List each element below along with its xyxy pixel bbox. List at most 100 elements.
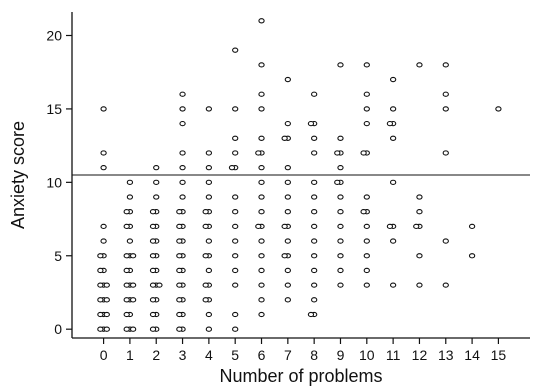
data-point [363,120,370,127]
data-point [363,194,370,200]
data-point [311,253,318,259]
data-point [179,165,186,171]
data-point [258,297,265,303]
data-point [337,238,344,244]
data-point [126,179,134,185]
data-point [103,326,110,332]
data-point [416,194,423,200]
data-point [232,238,239,244]
x-tick-label: 2 [152,347,160,363]
data-point [389,106,397,112]
x-tick-label: 3 [179,347,187,363]
data-point [205,150,213,156]
data-point [153,179,160,185]
data-point [281,223,288,230]
data-point [284,267,291,274]
data-point [416,282,423,288]
data-point [363,238,370,244]
data-point [228,165,236,171]
data-point [149,326,157,332]
data-point [100,223,107,230]
x-tick-label: 8 [310,347,318,363]
data-point [232,267,239,274]
data-point [123,326,130,332]
data-point [149,253,157,259]
x-tick-label: 11 [386,347,401,363]
data-point [205,267,213,274]
data-point [149,282,157,288]
y-axis-title: Anxiety score [8,121,28,229]
data-point [205,311,213,318]
data-point [123,223,130,230]
data-point [258,253,265,259]
data-point [97,282,104,288]
data-point [176,297,183,303]
data-point [311,223,318,230]
data-point [179,179,186,185]
data-point [100,238,107,244]
data-point [258,91,265,97]
data-point [258,179,265,185]
data-point [337,253,344,259]
data-point [284,194,291,200]
data-point [337,209,344,215]
y-tick-label: 15 [46,101,62,117]
x-tick-label: 9 [337,347,345,363]
data-point [442,91,449,97]
data-point [97,297,104,303]
data-point [232,223,239,230]
data-point [258,165,265,171]
data-point [123,253,130,259]
data-point [363,91,370,97]
data-point [255,223,262,230]
data-points [97,18,502,332]
data-point [334,179,341,185]
data-point [176,311,183,318]
data-point [232,135,239,141]
data-point [334,150,341,156]
data-point [307,120,315,127]
data-point [205,106,213,112]
data-point [176,282,183,288]
data-point [284,120,291,127]
data-point [176,223,183,230]
data-point [468,223,476,230]
data-point [311,91,318,97]
data-point [103,311,110,318]
data-point [258,311,265,318]
data-point [363,106,370,112]
data-point [129,253,137,259]
data-point [205,194,213,200]
data-point [202,297,209,303]
data-point [258,106,265,112]
data-point [495,106,502,112]
data-point [284,165,291,171]
data-point [258,282,265,288]
x-tick-label: 5 [231,347,239,363]
data-point [389,76,397,83]
data-point [337,165,344,171]
data-point [311,150,318,156]
data-point [123,297,130,303]
data-point [176,238,183,244]
data-point [149,238,157,244]
data-point [176,326,183,332]
data-point [284,209,291,215]
x-tick-label: 14 [464,347,480,363]
data-point [363,223,370,230]
data-point [232,194,239,200]
y-tick-label: 5 [54,248,62,264]
x-axis-title: Number of problems [219,366,382,386]
data-point [103,297,110,303]
data-point [129,282,137,288]
data-point [255,150,262,156]
data-point [205,179,213,185]
data-point [360,150,367,156]
data-point [307,311,315,318]
data-point [123,209,130,215]
data-point [284,282,291,288]
x-tick-label: 10 [359,347,375,363]
data-point [337,267,344,274]
data-point [97,267,104,274]
